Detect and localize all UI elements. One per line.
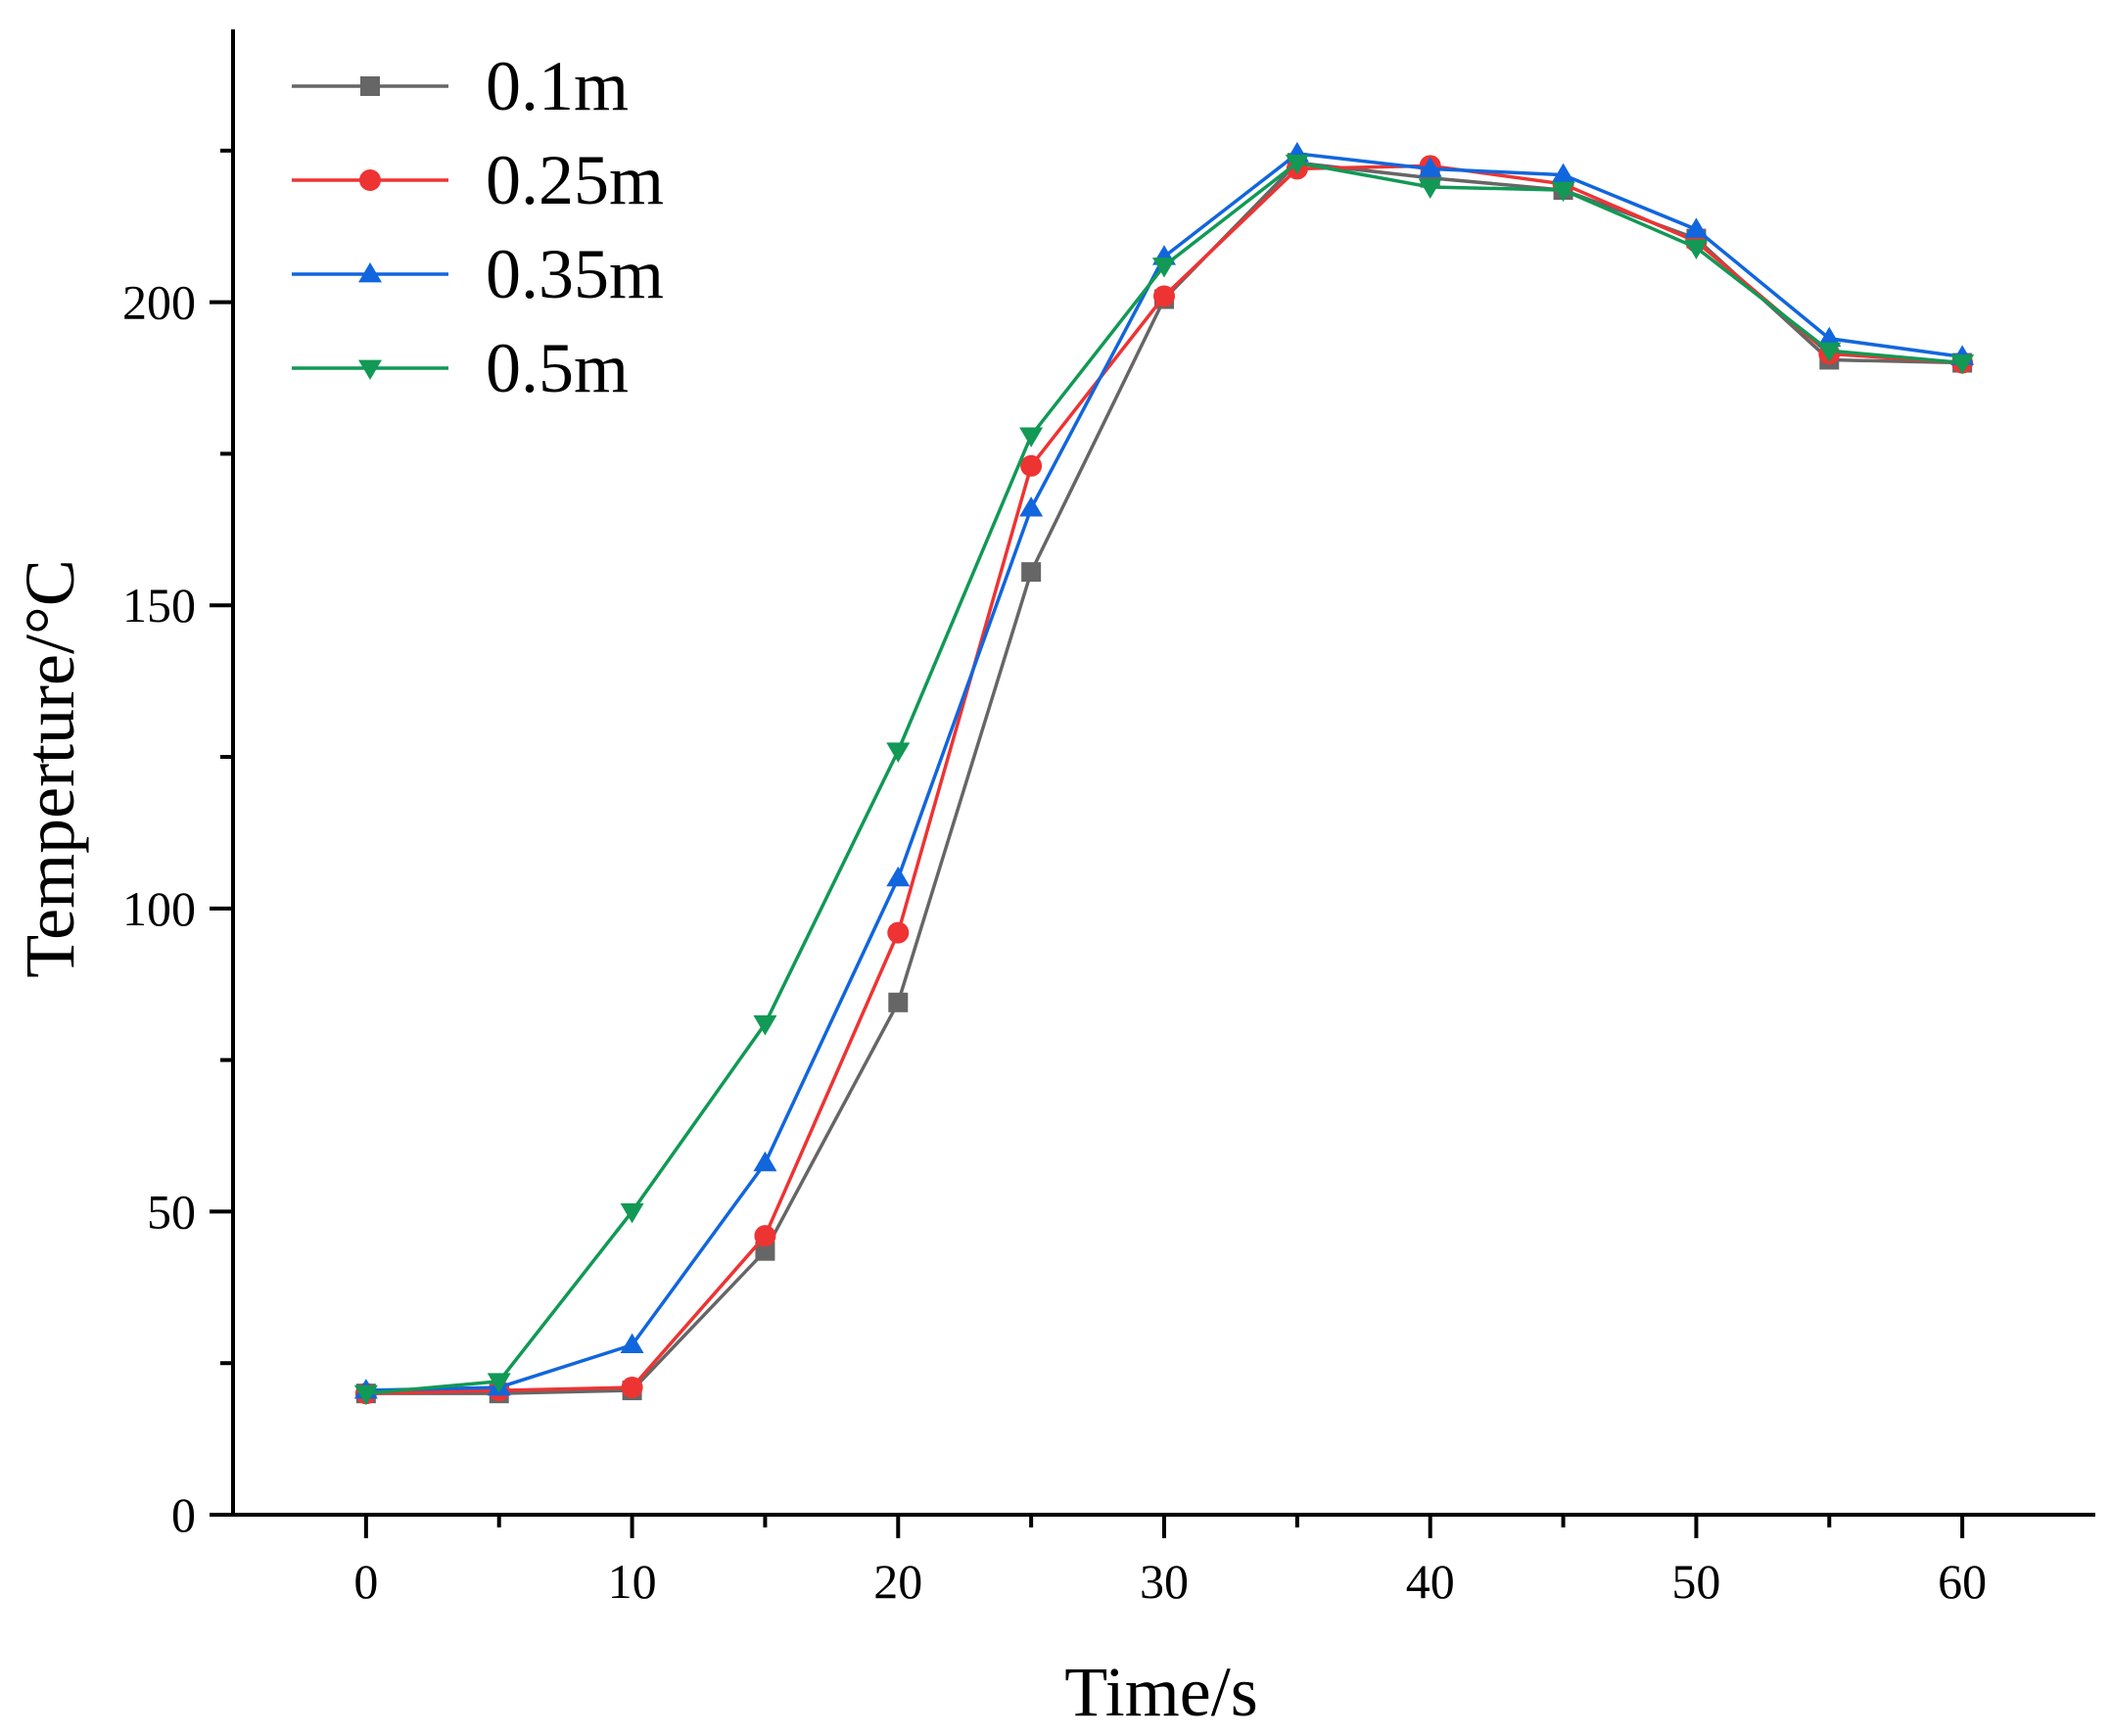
data-point-0.35m: [1684, 217, 1709, 238]
ticks: 0 10 20 30 40 50 60 0 50 100 150 200: [122, 148, 1987, 1609]
data-point-0.35m: [1019, 496, 1044, 517]
y-tick-label: 150: [122, 578, 196, 633]
legend-item-0.25m: 0.25m: [292, 141, 664, 219]
legend-label: 0.35m: [486, 235, 664, 313]
data-point-0.1m: [1021, 562, 1042, 583]
data-point-0.5m: [1684, 239, 1709, 259]
x-tick-label: 60: [1938, 1554, 1987, 1609]
data-point-0.5m: [1152, 258, 1176, 278]
data-point-0.5m: [1285, 154, 1309, 175]
data-point-0.5m: [1817, 342, 1842, 363]
data-point-0.25m: [887, 921, 910, 944]
x-tick-label: 10: [608, 1554, 657, 1609]
data-point-0.5m: [353, 1384, 378, 1406]
x-tick-label: 0: [353, 1554, 378, 1609]
series-0.5m: [353, 154, 1975, 1406]
data-point-0.35m: [620, 1333, 644, 1354]
y-tick-label: 200: [122, 275, 196, 330]
legend-marker: [358, 359, 382, 380]
data-point-0.35m: [1817, 326, 1842, 348]
data-point-0.1m: [888, 992, 909, 1012]
x-tick-label: 20: [873, 1554, 922, 1609]
data-point-0.35m: [886, 866, 911, 887]
legend-label: 0.25m: [486, 141, 664, 219]
data-point-0.5m: [487, 1373, 511, 1393]
y-tick-label: 50: [147, 1184, 196, 1239]
legend-item-0.35m: 0.35m: [292, 235, 664, 313]
legend-label: 0.5m: [486, 329, 629, 407]
legend-marker: [359, 169, 381, 191]
y-tick-label: 100: [122, 881, 196, 936]
legend-marker: [358, 262, 382, 283]
data-point-0.5m: [1551, 181, 1575, 203]
legend-item-0.5m: 0.5m: [292, 329, 629, 407]
data-point-0.5m: [1418, 178, 1442, 199]
data-point-0.25m: [1153, 285, 1175, 307]
x-axis-title: Time/s: [1064, 1653, 1257, 1731]
data-point-0.35m: [753, 1150, 777, 1172]
legend-item-0.1m: 0.1m: [292, 47, 629, 125]
data-point-0.35m: [1551, 163, 1575, 184]
x-tick-label: 30: [1140, 1554, 1189, 1609]
data-point-0.35m: [1418, 157, 1442, 177]
data-point-0.5m: [753, 1015, 777, 1036]
legend: 0.1m 0.25m 0.35m 0.5m: [292, 47, 664, 407]
y-tick-label: 0: [171, 1487, 196, 1542]
data-point-0.5m: [620, 1203, 644, 1224]
legend-label: 0.1m: [486, 47, 629, 125]
data-point-0.5m: [886, 742, 911, 763]
y-axis-title: Temperture/°C: [11, 559, 89, 978]
x-tick-label: 40: [1406, 1554, 1455, 1609]
legend-marker: [360, 76, 380, 96]
data-point-0.25m: [754, 1225, 776, 1247]
data-point-0.25m: [1020, 454, 1043, 477]
x-tick-label: 50: [1671, 1554, 1720, 1609]
data-point-0.5m: [1019, 427, 1044, 447]
data-point-0.1m: [755, 1241, 775, 1261]
data-point-0.5m: [1950, 354, 1975, 375]
data-point-0.25m: [621, 1376, 643, 1398]
series-layer: [353, 141, 1975, 1406]
